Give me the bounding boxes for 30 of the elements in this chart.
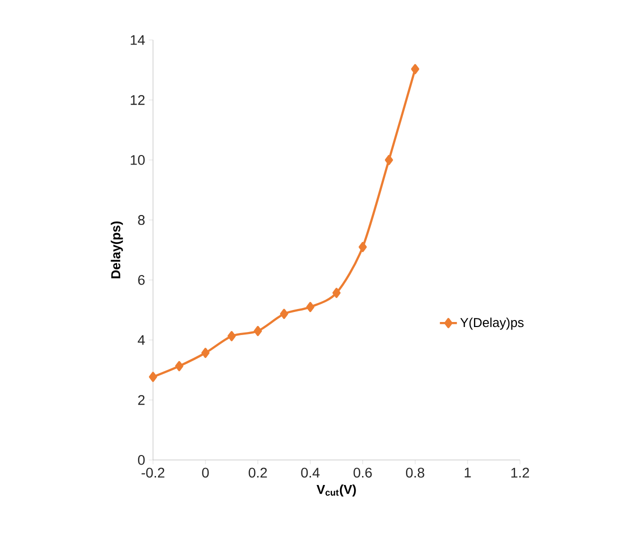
x-tick-label: 0.6	[354, 468, 372, 478]
point	[280, 308, 288, 319]
y-tick-label: 8	[138, 215, 145, 225]
point	[175, 361, 184, 372]
legend-label: Y(Delay)ps	[460, 318, 524, 330]
point	[148, 372, 158, 382]
y-tick-label: 6	[138, 275, 145, 285]
y-tick-label: 0	[138, 455, 145, 465]
point	[254, 326, 262, 336]
x-tick-label: 0.8	[406, 468, 424, 478]
point	[358, 242, 367, 252]
point	[384, 154, 394, 166]
y-tick-label: 4	[138, 335, 145, 345]
y-tick-label: 2	[138, 395, 145, 405]
x-tick-label: 0.4	[301, 468, 320, 478]
point	[306, 302, 314, 312]
y-axis-title: Delay(ps)	[110, 221, 123, 278]
y-tick-label: 12	[130, 95, 145, 105]
point	[228, 331, 236, 342]
x-tick-label: 0	[202, 468, 209, 478]
point	[411, 64, 420, 74]
point	[201, 348, 210, 358]
x-tick-label: 1.2	[511, 468, 530, 478]
y-tick-label: 14	[130, 35, 145, 45]
x-tick-label: 1	[464, 468, 471, 478]
point	[332, 288, 341, 298]
x-axis-title: V$_{cut}$(V)	[316, 484, 356, 497]
y-tick-label: 10	[130, 155, 145, 165]
x-tick-label: -0.2	[142, 468, 164, 478]
x-tick-label: 0.2	[248, 468, 267, 478]
